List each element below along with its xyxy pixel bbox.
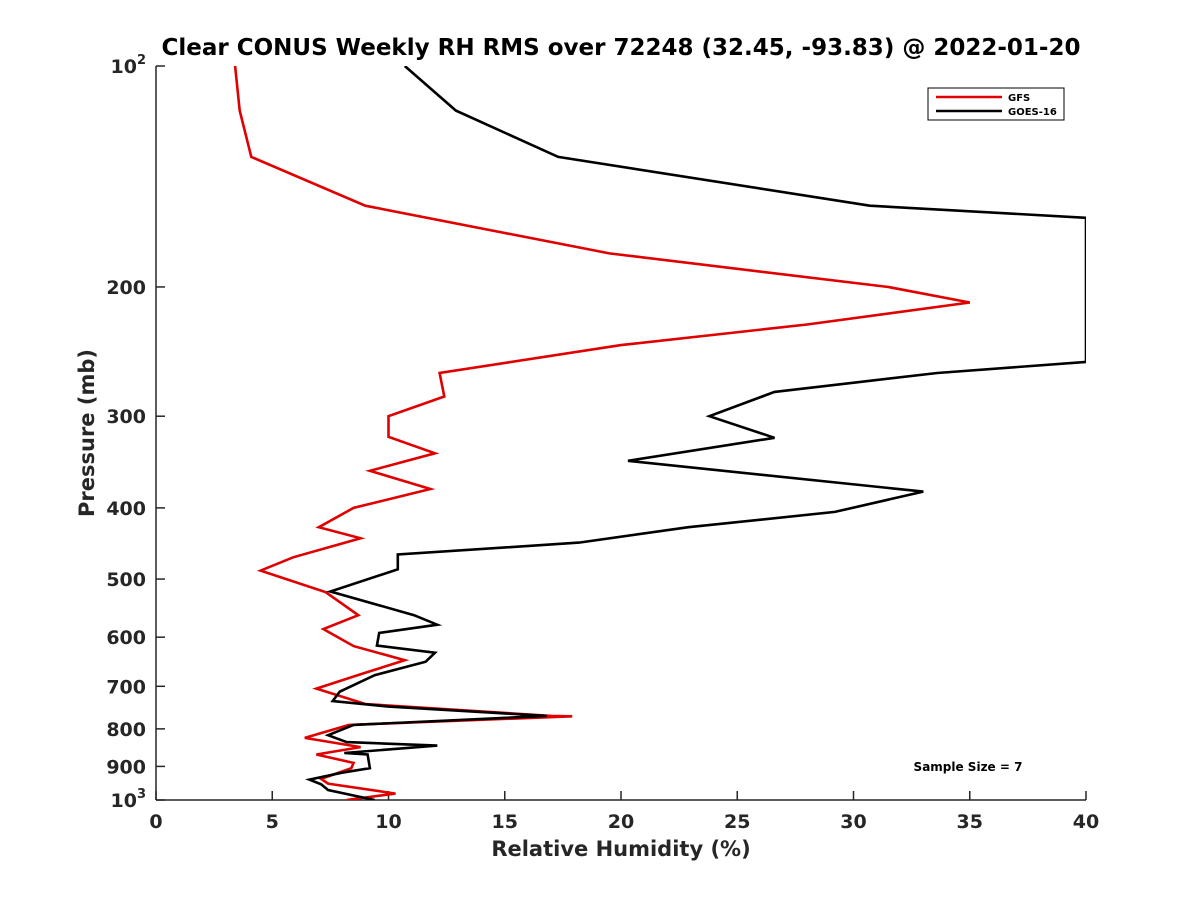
x-tick-label: 5 [266, 811, 279, 833]
x-tick-label: 15 [492, 811, 518, 833]
legend: GFS GOES-16 [927, 87, 1065, 121]
series-layer [233, 66, 1086, 800]
axes [155, 65, 1087, 801]
series-line-goes-16 [304, 66, 1086, 800]
y-tick-label: 900 [106, 756, 146, 778]
y-tick-label: 600 [106, 627, 146, 649]
y-tick-exponent: 3 [137, 787, 146, 802]
y-tick-base: 10 [111, 56, 137, 78]
x-axis-label: Relative Humidity (%) [491, 837, 750, 861]
x-tick-label: 20 [608, 811, 634, 833]
x-tick-label: 25 [724, 811, 750, 833]
sample-size-annotation: Sample Size = 7 [914, 760, 1023, 774]
y-tick-label: 500 [106, 569, 146, 591]
y-tick-label-power: 103 [111, 787, 147, 812]
y-tick-exponent: 2 [137, 53, 146, 68]
legend-box [927, 87, 1065, 121]
series-clip-group [233, 66, 1086, 800]
x-tick-label: 35 [957, 811, 983, 833]
y-tick-label: 300 [106, 406, 146, 428]
chart-title: Clear CONUS Weekly RH RMS over 72248 (32… [162, 35, 1081, 61]
y-tick-label: 200 [106, 277, 146, 299]
x-tick-label: 10 [375, 811, 401, 833]
x-tick-label: 40 [1073, 811, 1099, 833]
y-tick-base: 10 [111, 790, 137, 812]
y-tick-label-power: 102 [111, 53, 147, 78]
legend-entry-gfs: GFS [1008, 93, 1030, 104]
legend-entry-goes-16: GOES-16 [1008, 107, 1057, 118]
tick-labels: 0 5 10 15 20 25 30 35 40102200300400500600700800… [106, 53, 1099, 833]
y-axis-label: Pressure (mb) [75, 349, 99, 517]
x-tick-label: 30 [840, 811, 866, 833]
y-tick-label: 800 [106, 719, 146, 741]
series-line-gfs [233, 66, 971, 800]
y-tick-label: 700 [106, 676, 146, 698]
y-tick-label: 400 [106, 498, 146, 520]
x-tick-label: 0 [149, 811, 162, 833]
